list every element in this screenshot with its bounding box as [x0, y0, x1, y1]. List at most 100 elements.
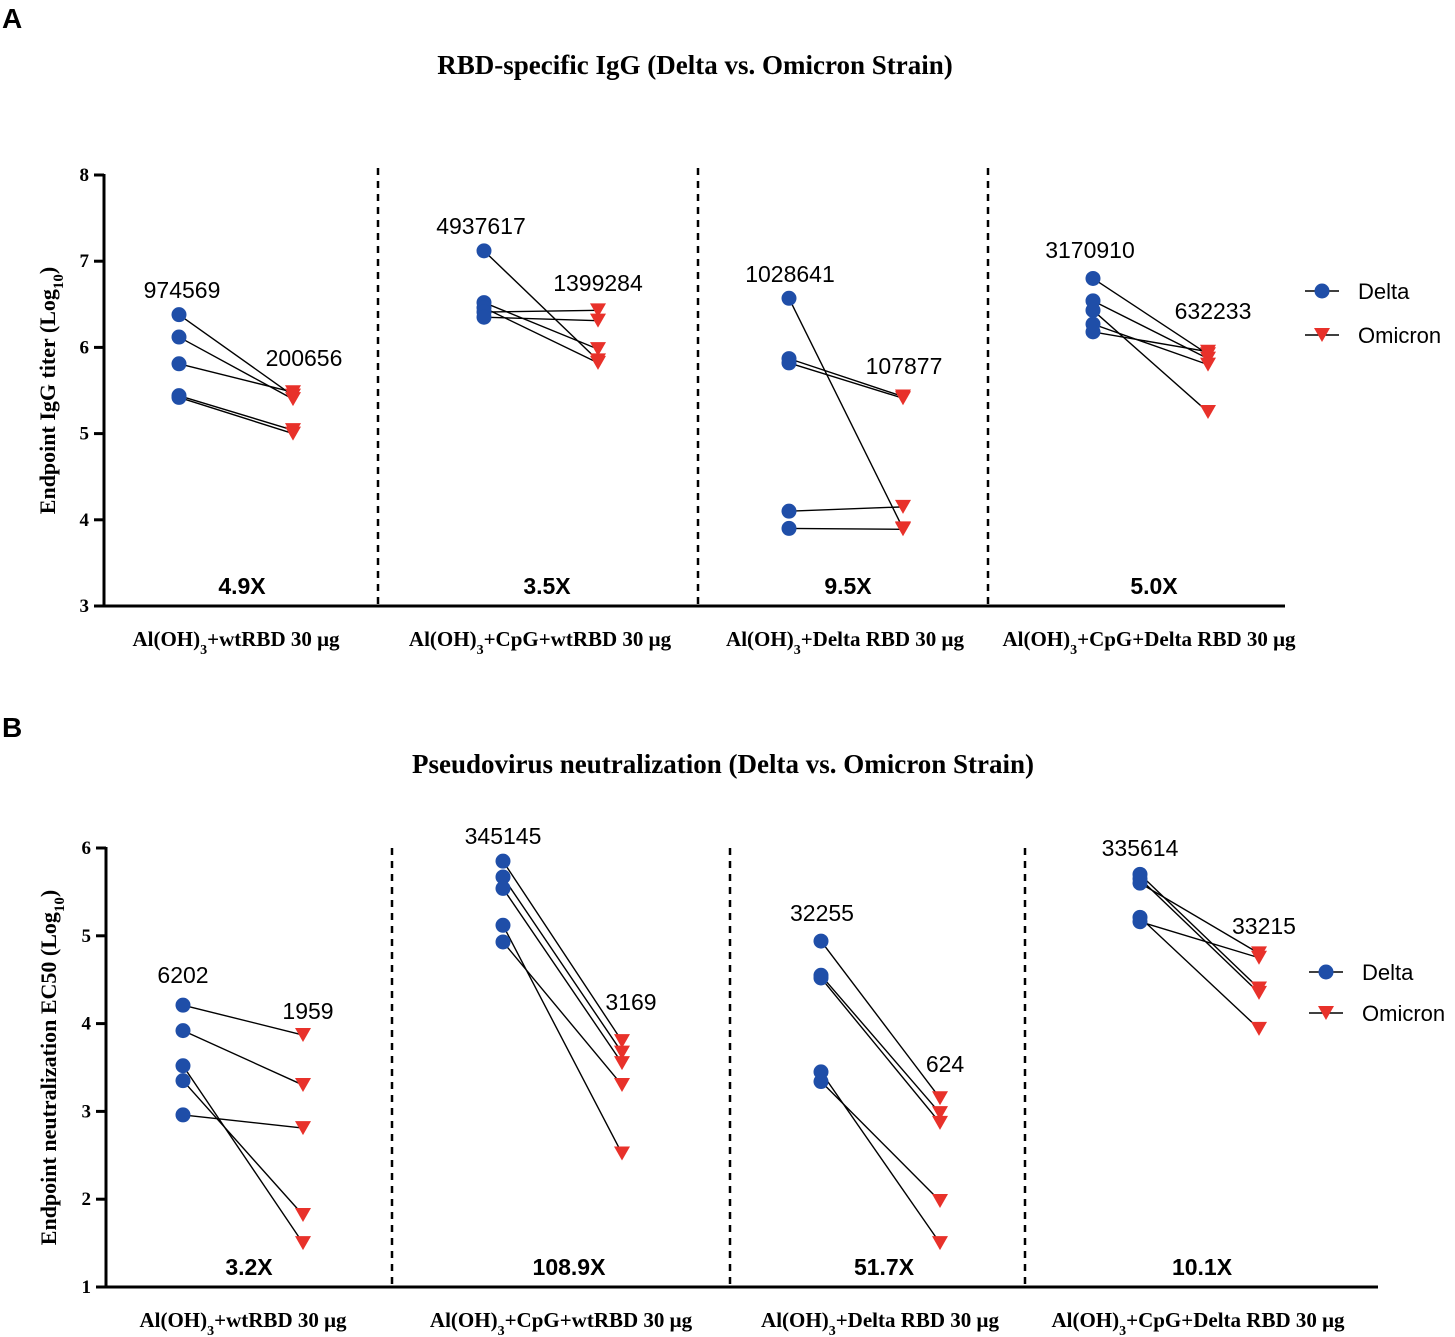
delta-point: [1132, 914, 1148, 930]
pair-line: [502, 924, 623, 1154]
delta-point: [813, 933, 829, 949]
pair-line: [788, 527, 904, 530]
fold-change-label: 9.5X: [824, 573, 872, 599]
pair-line: [483, 307, 599, 364]
panel-b-group-2: 345145 3169 108.9X Al(OH)3+CpG+wtRBD 30 μg: [430, 823, 693, 1337]
pair-line: [820, 977, 941, 1124]
delta-point: [781, 290, 797, 306]
panel-a-y-tick-label-6: 6: [80, 337, 90, 358]
omicron-point: [285, 426, 301, 441]
delta-point: [1085, 302, 1101, 318]
pair-line: [1139, 878, 1260, 994]
pair-line: [788, 357, 904, 398]
legend-delta-marker: [1314, 283, 1330, 299]
pair-line: [483, 309, 599, 313]
panel-b-y-tick-label-4: 4: [82, 1014, 92, 1035]
pair-line: [1139, 916, 1260, 1030]
panel-b-y-tick-label-6: 6: [82, 838, 92, 859]
legend-omicron-marker: [1318, 1006, 1334, 1020]
omicron-point: [1200, 344, 1216, 359]
legend-omicron-marker: [1314, 328, 1330, 342]
pair-line: [483, 316, 599, 322]
panel-b-y-tick-label-3: 3: [82, 1101, 92, 1122]
delta-point: [171, 389, 187, 405]
pair-line: [820, 940, 941, 1099]
omicron-point: [590, 342, 606, 357]
delta-point: [171, 329, 187, 345]
omicron-point: [285, 385, 301, 400]
panel-a-title: RBD-specific IgG (Delta vs. Omicron Stra…: [437, 50, 952, 80]
panel-a-legend: Delta Omicron: [1305, 279, 1441, 348]
delta-point: [175, 1073, 191, 1089]
x-tick-label: Al(OH)3+CpG+wtRBD 30 μg: [409, 627, 672, 658]
omicron-point: [895, 499, 911, 514]
x-tick-label: Al(OH)3+wtRBD 30 μg: [132, 627, 340, 658]
fold-change-label: 3.2X: [225, 1254, 273, 1280]
delta-gmt-label: 4937617: [436, 213, 526, 239]
omicron-gmt-label: 1399284: [553, 270, 643, 296]
pair-line: [1139, 921, 1260, 959]
omicron-point: [1251, 1021, 1267, 1036]
pair-line: [483, 301, 599, 350]
delta-point: [495, 880, 511, 896]
panel-b-group-4: 335614 33215 10.1X Al(OH)3+CpG+Delta RBD 30…: [1051, 835, 1345, 1337]
pair-line: [178, 314, 294, 397]
delta-point: [476, 309, 492, 325]
pair-line: [788, 506, 904, 512]
x-tick-label: Al(OH)3+wtRBD 30 μg: [139, 1308, 347, 1337]
x-tick-label: Al(OH)3+CpG+wtRBD 30 μg: [430, 1308, 693, 1337]
delta-point: [495, 869, 511, 885]
omicron-point: [295, 1236, 311, 1251]
delta-point: [781, 503, 797, 519]
pair-line: [1092, 323, 1209, 366]
panel-a-chart: RBD-specific IgG (Delta vs. Omicron Stra…: [35, 50, 1441, 658]
omicron-point: [932, 1091, 948, 1106]
panel-a-y-tick-label-5: 5: [80, 424, 90, 445]
pair-line: [1092, 309, 1209, 413]
omicron-point: [895, 522, 911, 537]
pair-line: [182, 1004, 304, 1036]
fold-change-label: 5.0X: [1130, 573, 1178, 599]
delta-point: [781, 355, 797, 371]
delta-point: [813, 970, 829, 986]
pair-line: [1139, 873, 1260, 989]
omicron-point: [590, 355, 606, 370]
panel-b-y-tick-label-1: 1: [82, 1277, 92, 1298]
omicron-point: [590, 313, 606, 328]
omicron-point: [295, 1121, 311, 1136]
pair-line: [502, 876, 623, 1053]
delta-gmt-label: 32255: [790, 900, 854, 926]
panel-b-group-3: 32255 624 51.7X Al(OH)3+Delta RBD 30 μg: [761, 900, 999, 1337]
delta-point: [495, 917, 511, 933]
x-tick-label: Al(OH)3+CpG+Delta RBD 30 μg: [1051, 1308, 1345, 1337]
delta-point: [171, 356, 187, 372]
panel-b-legend: Delta Omicron: [1309, 960, 1445, 1026]
omicron-point: [614, 1056, 630, 1071]
delta-point: [171, 307, 187, 323]
omicron-point: [932, 1236, 948, 1251]
legend-omicron-label: Omicron: [1362, 1001, 1445, 1026]
pair-line: [178, 396, 294, 435]
pair-line: [820, 974, 941, 1114]
omicron-point: [614, 1045, 630, 1060]
pair-line: [182, 1029, 304, 1086]
pair-line: [178, 363, 294, 393]
omicron-point: [295, 1078, 311, 1093]
panel-b-y-tick-label-2: 2: [82, 1189, 92, 1210]
omicron-gmt-label: 1959: [282, 998, 333, 1024]
legend-delta-marker: [1318, 964, 1334, 980]
pair-line: [502, 941, 623, 1086]
x-tick-label: Al(OH)3+Delta RBD 30 μg: [761, 1308, 999, 1337]
legend-delta-label: Delta: [1358, 279, 1410, 304]
fold-change-label: 4.9X: [218, 573, 266, 599]
panel-b-chart: Pseudovirus neutralization (Delta vs. Om…: [36, 749, 1445, 1337]
panel-b-y-axis-label: Endpoint neutralization EC50 (Log10): [36, 890, 68, 1245]
pair-line: [178, 395, 294, 431]
delta-point: [175, 997, 191, 1013]
delta-gmt-label: 335614: [1102, 835, 1179, 861]
omicron-point: [614, 1146, 630, 1161]
delta-point: [1132, 875, 1148, 891]
legend-omicron-label: Omicron: [1358, 323, 1441, 348]
fold-change-label: 10.1X: [1172, 1254, 1233, 1280]
omicron-point: [932, 1193, 948, 1208]
